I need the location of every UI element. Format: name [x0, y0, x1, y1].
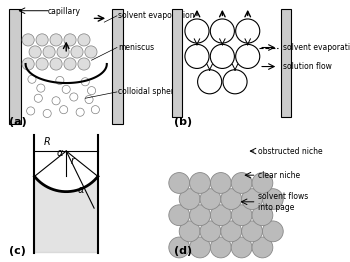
Circle shape [262, 221, 283, 242]
Circle shape [190, 173, 210, 193]
Text: capillary: capillary [47, 7, 80, 16]
Text: (b): (b) [174, 117, 192, 127]
Circle shape [50, 34, 62, 46]
Circle shape [85, 46, 97, 58]
Bar [172, 9, 182, 117]
Circle shape [210, 205, 231, 226]
Text: R: R [44, 137, 50, 147]
Text: $\alpha$: $\alpha$ [56, 148, 64, 158]
Circle shape [22, 58, 34, 70]
Circle shape [64, 58, 76, 70]
Circle shape [185, 19, 209, 43]
Circle shape [236, 19, 260, 43]
Circle shape [169, 205, 190, 226]
Circle shape [210, 19, 234, 43]
Circle shape [210, 237, 231, 258]
Text: solvent evaporation: solvent evaporation [118, 11, 195, 20]
Circle shape [241, 221, 262, 242]
Polygon shape [35, 176, 98, 253]
Circle shape [71, 46, 83, 58]
Circle shape [34, 94, 42, 102]
Bar [9, 9, 21, 124]
Text: meniscus: meniscus [118, 43, 154, 52]
Circle shape [210, 44, 234, 68]
Circle shape [236, 44, 260, 68]
Circle shape [88, 86, 96, 95]
Circle shape [43, 46, 55, 58]
Circle shape [221, 221, 241, 242]
Circle shape [28, 75, 36, 83]
Circle shape [190, 205, 210, 226]
Circle shape [231, 173, 252, 193]
Circle shape [56, 77, 64, 85]
Text: r: r [71, 156, 75, 166]
Text: solvent flows
into page: solvent flows into page [258, 192, 308, 211]
Circle shape [70, 93, 78, 101]
Text: (d): (d) [174, 246, 192, 256]
Text: solvent evaporation: solvent evaporation [283, 43, 350, 52]
Circle shape [179, 221, 200, 242]
Circle shape [60, 106, 68, 114]
Circle shape [252, 173, 273, 193]
Circle shape [231, 237, 252, 258]
Circle shape [252, 237, 273, 258]
Circle shape [37, 84, 45, 92]
Circle shape [76, 108, 84, 116]
Circle shape [29, 46, 41, 58]
Circle shape [200, 189, 221, 210]
Bar [281, 9, 291, 117]
Text: $\alpha$: $\alpha$ [77, 185, 85, 195]
Text: (c): (c) [9, 246, 26, 256]
Circle shape [62, 85, 70, 94]
Circle shape [198, 70, 222, 94]
Circle shape [231, 205, 252, 226]
Circle shape [64, 34, 76, 46]
Circle shape [50, 58, 62, 70]
Circle shape [169, 237, 190, 258]
Text: clear niche: clear niche [258, 171, 300, 180]
Circle shape [78, 34, 90, 46]
Circle shape [179, 189, 200, 210]
Circle shape [36, 58, 48, 70]
Bar [112, 9, 123, 124]
Circle shape [81, 78, 89, 86]
Circle shape [57, 46, 69, 58]
Circle shape [36, 34, 48, 46]
Circle shape [27, 107, 35, 115]
Text: solution flow: solution flow [283, 62, 332, 71]
Circle shape [43, 110, 51, 118]
Circle shape [200, 221, 221, 242]
Circle shape [223, 70, 247, 94]
Circle shape [52, 97, 60, 105]
Circle shape [262, 189, 283, 210]
Text: obstructed niche: obstructed niche [258, 146, 322, 156]
Circle shape [221, 189, 241, 210]
Circle shape [22, 34, 34, 46]
Circle shape [78, 58, 90, 70]
Circle shape [190, 237, 210, 258]
Circle shape [85, 95, 93, 103]
Text: colloidal sphere: colloidal sphere [118, 88, 179, 96]
Circle shape [169, 173, 190, 193]
Circle shape [91, 106, 99, 114]
Circle shape [252, 205, 273, 226]
Circle shape [210, 173, 231, 193]
Circle shape [185, 44, 209, 68]
Text: (a): (a) [9, 117, 27, 127]
Circle shape [241, 189, 262, 210]
